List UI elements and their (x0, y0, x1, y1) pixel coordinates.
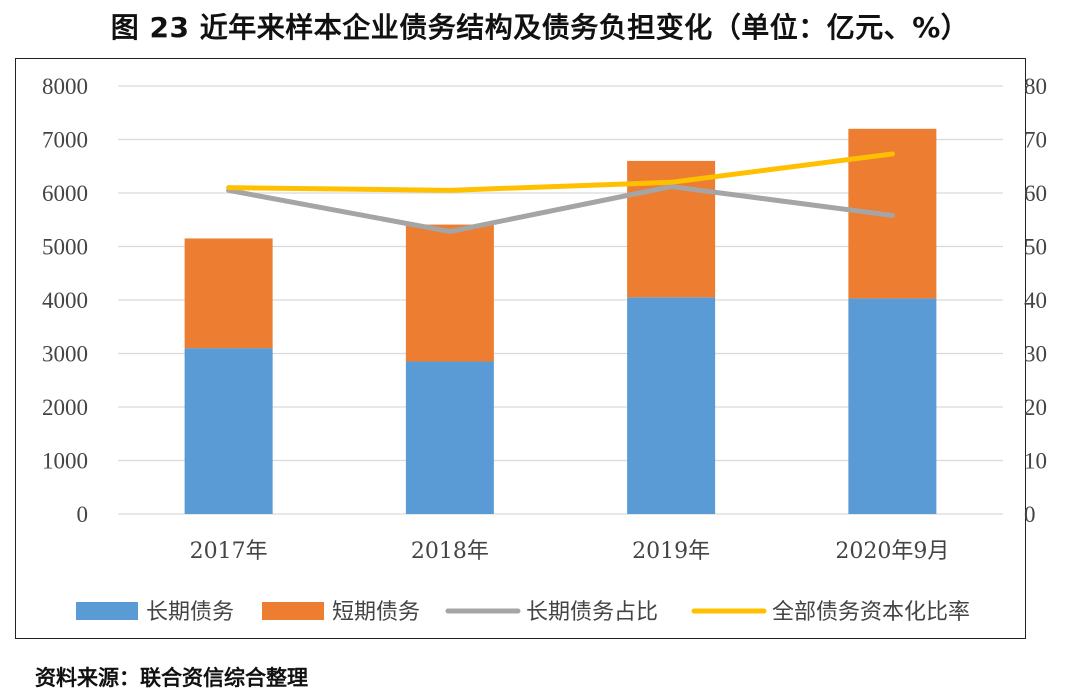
y-right-tick-label: 50 (1024, 235, 1047, 260)
line-long-debt-ratio (226, 184, 895, 235)
y-left-tick-label: 4000 (42, 288, 88, 313)
y-right-tick-label: 20 (1024, 395, 1047, 420)
y-right-tick-label: 70 (1024, 128, 1047, 153)
bar-long-debt (184, 348, 273, 514)
x-tick-label: 2019年 (632, 539, 710, 564)
y-left-tick-label: 7000 (42, 128, 88, 153)
legend-capital-ratio-label: 全部债务资本化比率 (772, 600, 970, 625)
bar-long-debt (627, 297, 716, 514)
y-left-tick-label: 0 (77, 502, 89, 527)
bar-long-debt (405, 361, 494, 514)
line-capital-ratio (226, 151, 895, 193)
chart-frame (15, 58, 1026, 639)
y-left-tick-label: 8000 (42, 74, 88, 99)
y-right-tick-label: 0 (1024, 502, 1036, 527)
x-tick-label: 2020年9月 (835, 539, 949, 564)
legend-short-debt-swatch (262, 602, 324, 620)
y-right-tick-label: 60 (1024, 181, 1047, 206)
point-long-debt-ratio (890, 213, 895, 218)
legend-long-debt-label: 长期债务 (146, 600, 234, 625)
legend-long-debt-ratio-label: 长期债务占比 (526, 600, 658, 625)
bar-long-debt (848, 298, 937, 514)
x-tick-label: 2017年 (190, 539, 268, 564)
chart-title: 图 23 近年来样本企业债务结构及债务负担变化（单位：亿元、%） (110, 11, 970, 44)
y-left-tick-label: 3000 (42, 342, 88, 367)
point-capital-ratio (890, 151, 895, 157)
bar-short-debt (184, 238, 273, 349)
point-capital-ratio (668, 180, 674, 185)
point-capital-ratio (226, 185, 231, 190)
y-right-tick-label: 80 (1024, 74, 1047, 99)
y-right-tick-label: 40 (1024, 288, 1047, 313)
point-capital-ratio (447, 188, 453, 193)
y-left-tick-label: 5000 (42, 235, 88, 260)
y-right-tick-label: 10 (1024, 449, 1047, 474)
point-long-debt-ratio (447, 229, 453, 234)
y-left-tick-label: 6000 (42, 181, 88, 206)
y-right-tick-label: 30 (1024, 342, 1047, 367)
source-note: 资料来源：联合资信综合整理 (35, 666, 308, 690)
y-left-tick-label: 1000 (42, 449, 88, 474)
legend-short-debt-label: 短期债务 (332, 600, 420, 625)
y-left-tick-label: 2000 (42, 395, 88, 420)
legend-long-debt-swatch (76, 602, 138, 620)
bar-short-debt (405, 224, 494, 362)
point-long-debt-ratio (668, 184, 674, 189)
x-tick-label: 2018年 (411, 539, 489, 564)
